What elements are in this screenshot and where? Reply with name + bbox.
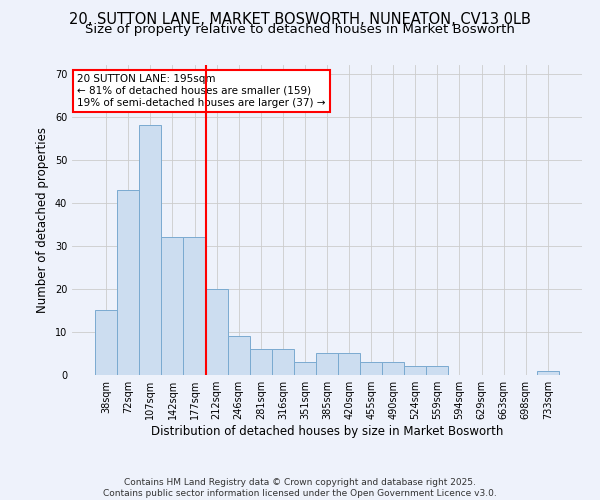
Bar: [382, 362, 404, 375]
Text: Size of property relative to detached houses in Market Bosworth: Size of property relative to detached ho…: [85, 22, 515, 36]
Y-axis label: Number of detached properties: Number of detached properties: [36, 127, 49, 313]
Bar: [316, 354, 338, 375]
Bar: [360, 362, 382, 375]
Bar: [537, 370, 559, 375]
Bar: [184, 237, 206, 375]
Bar: [206, 289, 227, 375]
X-axis label: Distribution of detached houses by size in Market Bosworth: Distribution of detached houses by size …: [151, 425, 503, 438]
Bar: [161, 237, 184, 375]
Text: 20, SUTTON LANE, MARKET BOSWORTH, NUNEATON, CV13 0LB: 20, SUTTON LANE, MARKET BOSWORTH, NUNEAT…: [69, 12, 531, 28]
Text: Contains HM Land Registry data © Crown copyright and database right 2025.
Contai: Contains HM Land Registry data © Crown c…: [103, 478, 497, 498]
Bar: [250, 349, 272, 375]
Bar: [294, 362, 316, 375]
Bar: [404, 366, 427, 375]
Bar: [117, 190, 139, 375]
Text: 20 SUTTON LANE: 195sqm
← 81% of detached houses are smaller (159)
19% of semi-de: 20 SUTTON LANE: 195sqm ← 81% of detached…: [77, 74, 326, 108]
Bar: [338, 354, 360, 375]
Bar: [272, 349, 294, 375]
Bar: [427, 366, 448, 375]
Bar: [227, 336, 250, 375]
Bar: [139, 126, 161, 375]
Bar: [95, 310, 117, 375]
